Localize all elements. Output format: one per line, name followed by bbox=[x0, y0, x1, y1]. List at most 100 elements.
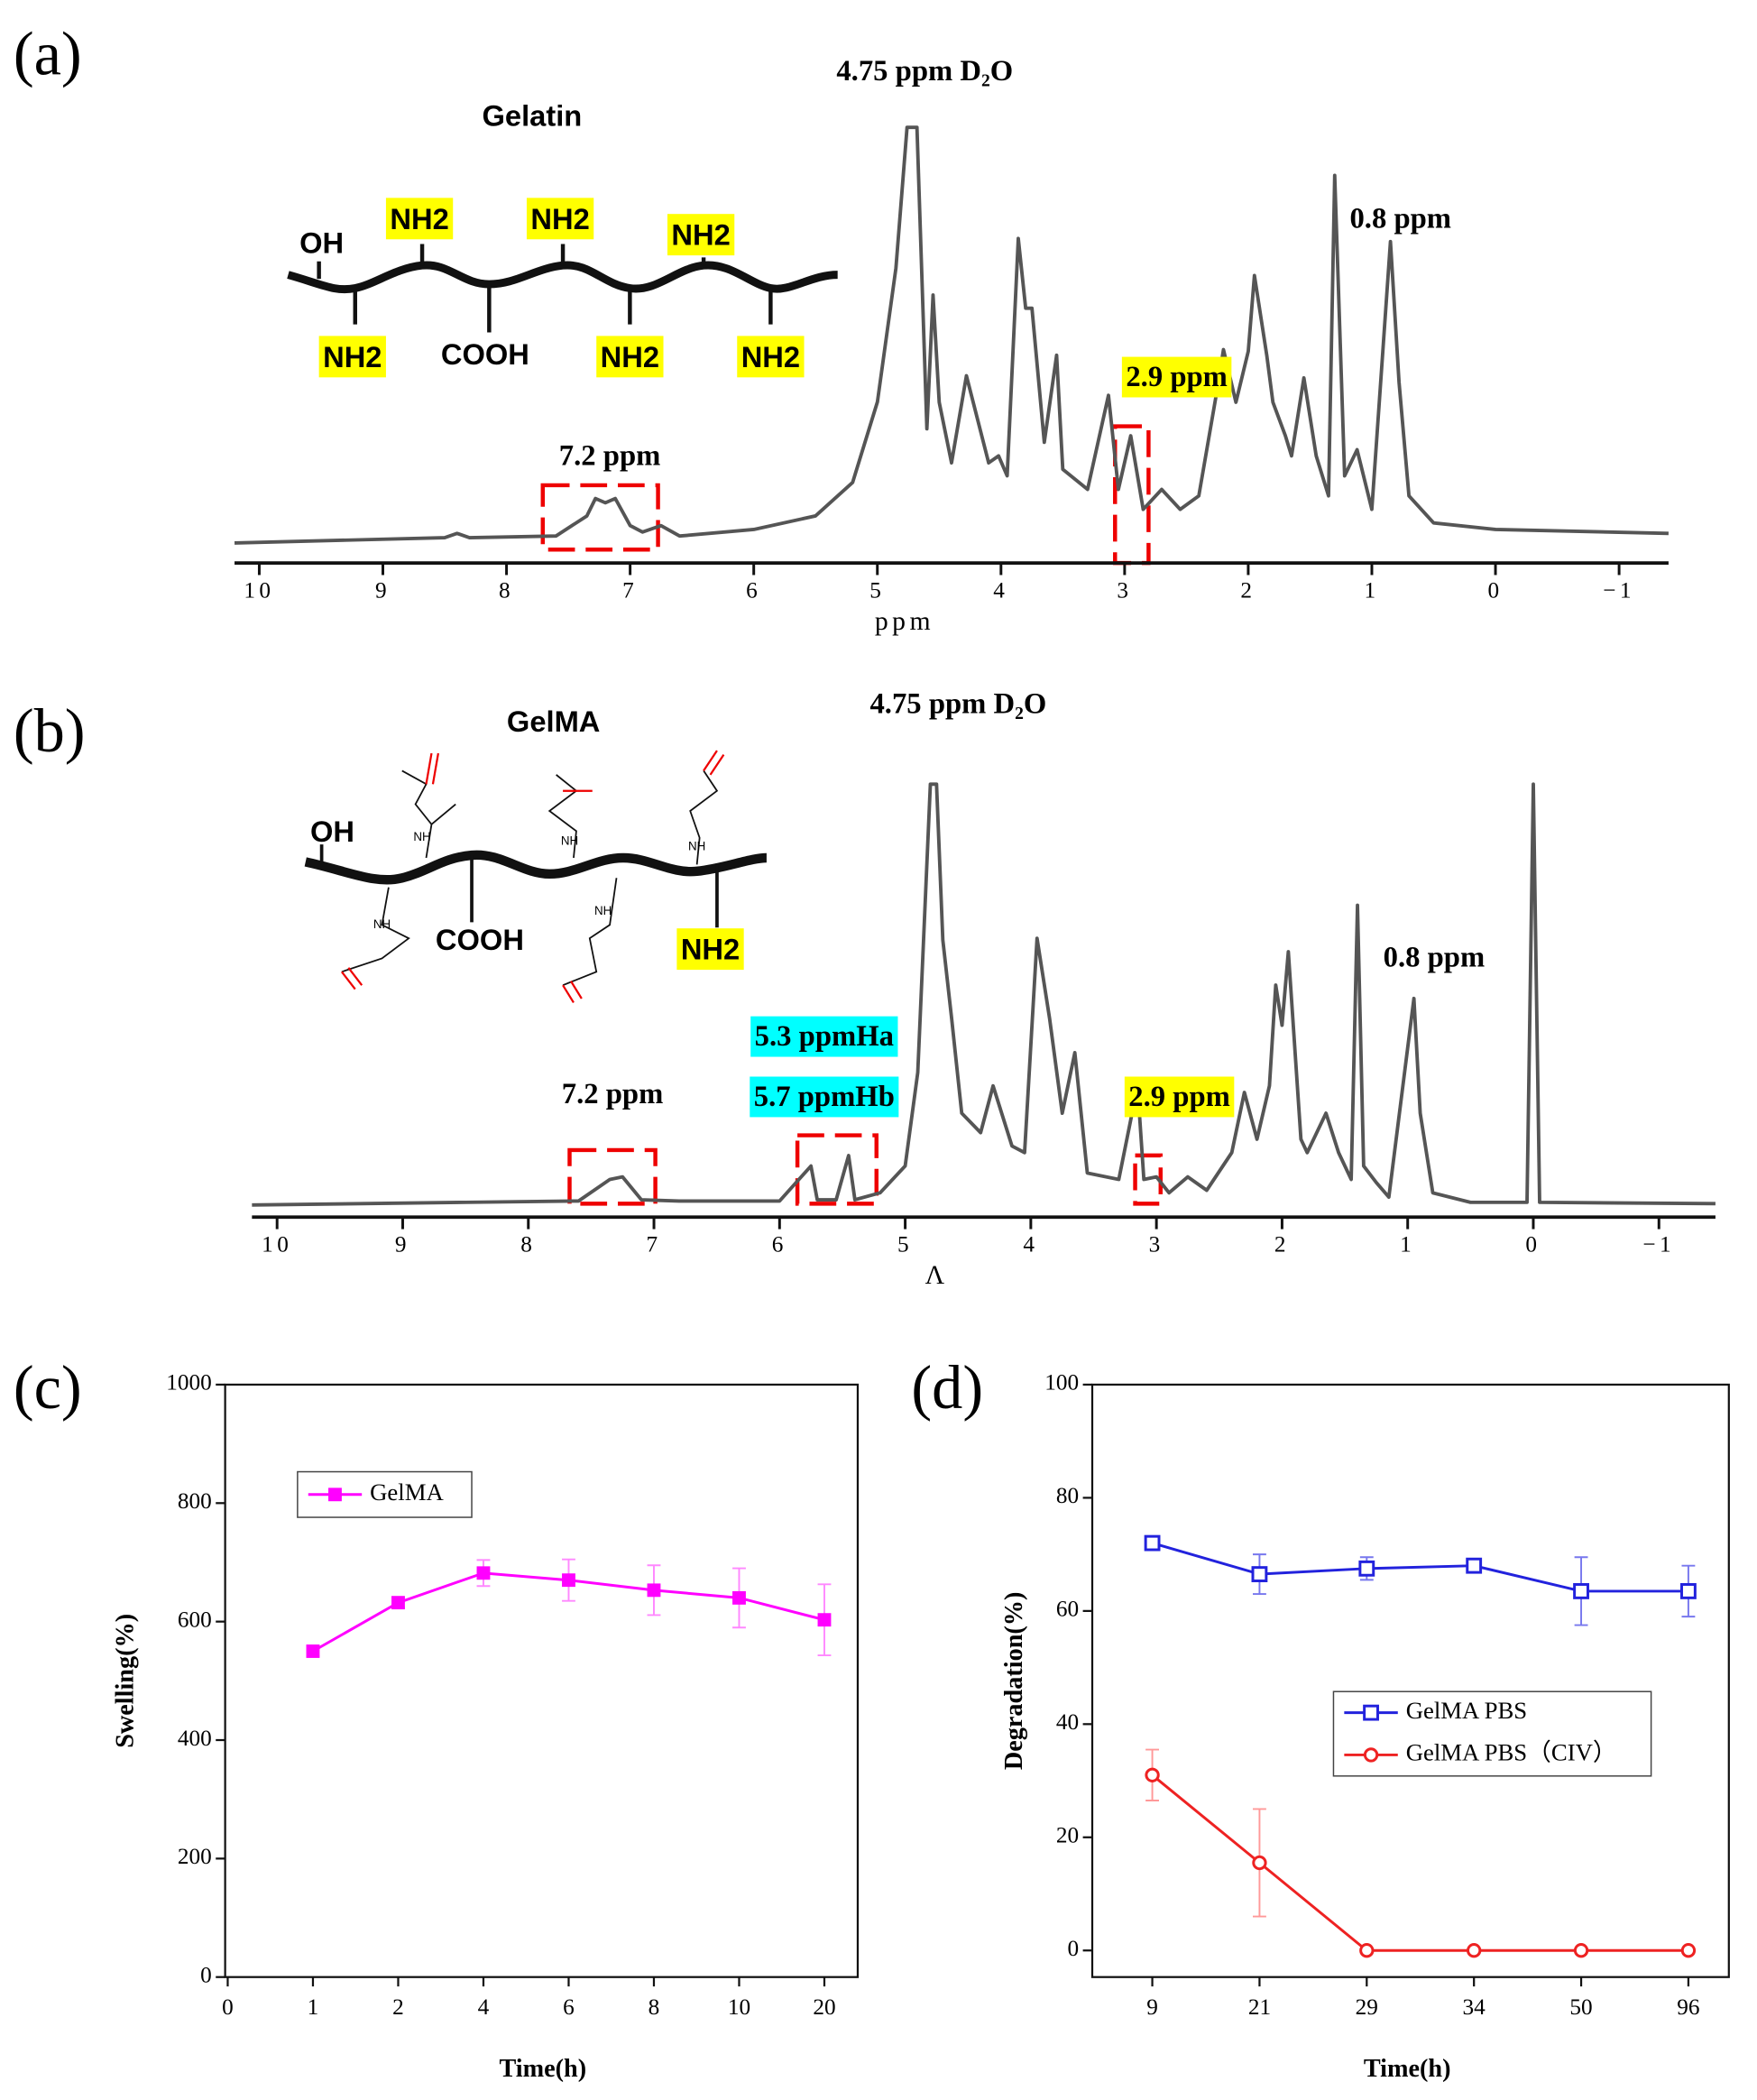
annotation: 2.9 ppm bbox=[1126, 361, 1228, 393]
structure-label: NH bbox=[594, 904, 612, 917]
label-highlight bbox=[385, 198, 454, 240]
x-tick-label: 3 bbox=[1117, 578, 1132, 603]
plot-frame bbox=[224, 1383, 860, 1978]
panel-label: (d) bbox=[911, 1353, 983, 1422]
side-chains bbox=[317, 244, 773, 333]
y-tick-label: 0 bbox=[1068, 1936, 1080, 1961]
y-tick-label: 600 bbox=[178, 1607, 212, 1632]
annotation: 0.8 ppm bbox=[1349, 203, 1451, 235]
legend-marker bbox=[1363, 1704, 1379, 1721]
series-line bbox=[1151, 1773, 1688, 1952]
legend-marker bbox=[1363, 1747, 1379, 1763]
annotation: 4.75 ppm D₂O bbox=[869, 688, 1046, 721]
marker bbox=[1680, 1943, 1697, 1958]
y-tick-label: 0 bbox=[200, 1963, 212, 1988]
annotation: 5.7 ppmHb bbox=[754, 1081, 895, 1113]
structure-label: NH2 bbox=[530, 202, 589, 235]
y-tick-label: 60 bbox=[1056, 1597, 1079, 1622]
y-tick-label: 80 bbox=[1056, 1483, 1079, 1508]
x-tick-label: 3 bbox=[1149, 1232, 1164, 1257]
legend-label: GelMA PBS（CIV） bbox=[1406, 1739, 1617, 1766]
marker bbox=[817, 1613, 832, 1627]
label-highlight bbox=[526, 198, 594, 240]
x-tick-label: 9 bbox=[375, 578, 391, 603]
x-tick-label: 0 bbox=[1525, 1232, 1541, 1257]
legend-label: GelMA bbox=[370, 1478, 444, 1506]
x-tick-label: 8 bbox=[649, 1994, 660, 2020]
marker bbox=[1467, 1943, 1482, 1958]
box bbox=[795, 1133, 878, 1206]
annotation: 4.75 ppm D₂O bbox=[836, 55, 1013, 88]
annotation: 7.2 ppm bbox=[562, 1078, 664, 1110]
x-tick-label: 10 bbox=[244, 578, 274, 603]
y-tick-label: 40 bbox=[1056, 1709, 1079, 1735]
x-tick-label: 2 bbox=[1274, 1232, 1290, 1257]
label-highlight bbox=[318, 336, 386, 378]
plot-frame bbox=[1090, 1383, 1730, 1978]
panel-label: (b) bbox=[14, 696, 86, 765]
structure-label: COOH bbox=[441, 337, 529, 371]
label-highlight bbox=[750, 1076, 899, 1118]
structure-label: NH bbox=[688, 840, 705, 853]
x-tick-label: 1 bbox=[1364, 578, 1379, 603]
legend-box bbox=[1332, 1690, 1652, 1777]
highlight-boxes bbox=[540, 424, 1164, 1206]
x-tick-label: −1 bbox=[1642, 1232, 1675, 1257]
structure-label: NH2 bbox=[681, 933, 740, 966]
x-tick-label: 4 bbox=[478, 1994, 490, 2020]
structure-label: OH bbox=[310, 815, 354, 848]
annotation: 7.2 ppm bbox=[559, 440, 661, 473]
box bbox=[567, 1147, 658, 1206]
x-tick-label: 1 bbox=[308, 1994, 319, 2020]
structure-label: NH2 bbox=[601, 340, 659, 373]
marker bbox=[391, 1596, 405, 1610]
label-highlight bbox=[676, 928, 744, 971]
backbone bbox=[304, 850, 768, 885]
x-tick-label: 9 bbox=[395, 1232, 410, 1257]
annotation: 0.8 ppm bbox=[1384, 941, 1486, 973]
structure-label: Gelatin bbox=[483, 98, 583, 132]
label-highlight bbox=[596, 336, 664, 378]
marker bbox=[1573, 1582, 1589, 1599]
marker bbox=[1145, 1767, 1160, 1782]
marker bbox=[1466, 1557, 1483, 1574]
gelma-structure bbox=[304, 750, 768, 1004]
label-highlight bbox=[737, 336, 805, 378]
x-tick-label: 6 bbox=[746, 578, 761, 603]
y-axis-label: Swelling(%) bbox=[112, 1614, 140, 1748]
marker bbox=[306, 1644, 320, 1658]
x-tick-label: 50 bbox=[1569, 1994, 1592, 2020]
x-tick-label: 1 bbox=[1400, 1232, 1415, 1257]
structure-label: NH2 bbox=[390, 202, 448, 235]
x-tick-label: 2 bbox=[392, 1994, 404, 2020]
series-line bbox=[1152, 1542, 1688, 1593]
marker bbox=[476, 1566, 491, 1580]
x-tick-label: 5 bbox=[897, 1232, 913, 1257]
structure-label: NH bbox=[413, 830, 430, 843]
x-tick-label: 7 bbox=[646, 1232, 661, 1257]
double-bonds bbox=[341, 750, 725, 1004]
marker bbox=[647, 1583, 661, 1598]
legend-label: GelMA PBS bbox=[1406, 1697, 1527, 1724]
structure-label: GelMA bbox=[507, 705, 600, 738]
marker bbox=[1359, 1943, 1375, 1958]
legend-marker bbox=[328, 1488, 342, 1502]
x-tick-label: 9 bbox=[1146, 1994, 1158, 2020]
x-axis-label: Time(h) bbox=[499, 2055, 586, 2083]
structure-label: NH2 bbox=[741, 340, 800, 373]
gelatin-structure bbox=[287, 244, 838, 333]
y-tick-label: 800 bbox=[178, 1488, 212, 1514]
structure-label: NH2 bbox=[671, 218, 730, 252]
x-tick-label: 5 bbox=[869, 578, 885, 603]
x-tick-label: 10 bbox=[728, 1994, 750, 2020]
x-axis-label: ppm bbox=[875, 607, 934, 636]
panel-label: (c) bbox=[14, 1353, 82, 1422]
y-tick-label: 20 bbox=[1056, 1823, 1079, 1848]
marker bbox=[1252, 1855, 1267, 1871]
y-tick-label: 1000 bbox=[166, 1370, 211, 1395]
marker bbox=[1573, 1943, 1589, 1958]
marker bbox=[1251, 1566, 1268, 1583]
methacryl-groups bbox=[341, 769, 719, 986]
x-tick-label: 96 bbox=[1677, 1994, 1699, 2020]
marker bbox=[1680, 1582, 1697, 1599]
